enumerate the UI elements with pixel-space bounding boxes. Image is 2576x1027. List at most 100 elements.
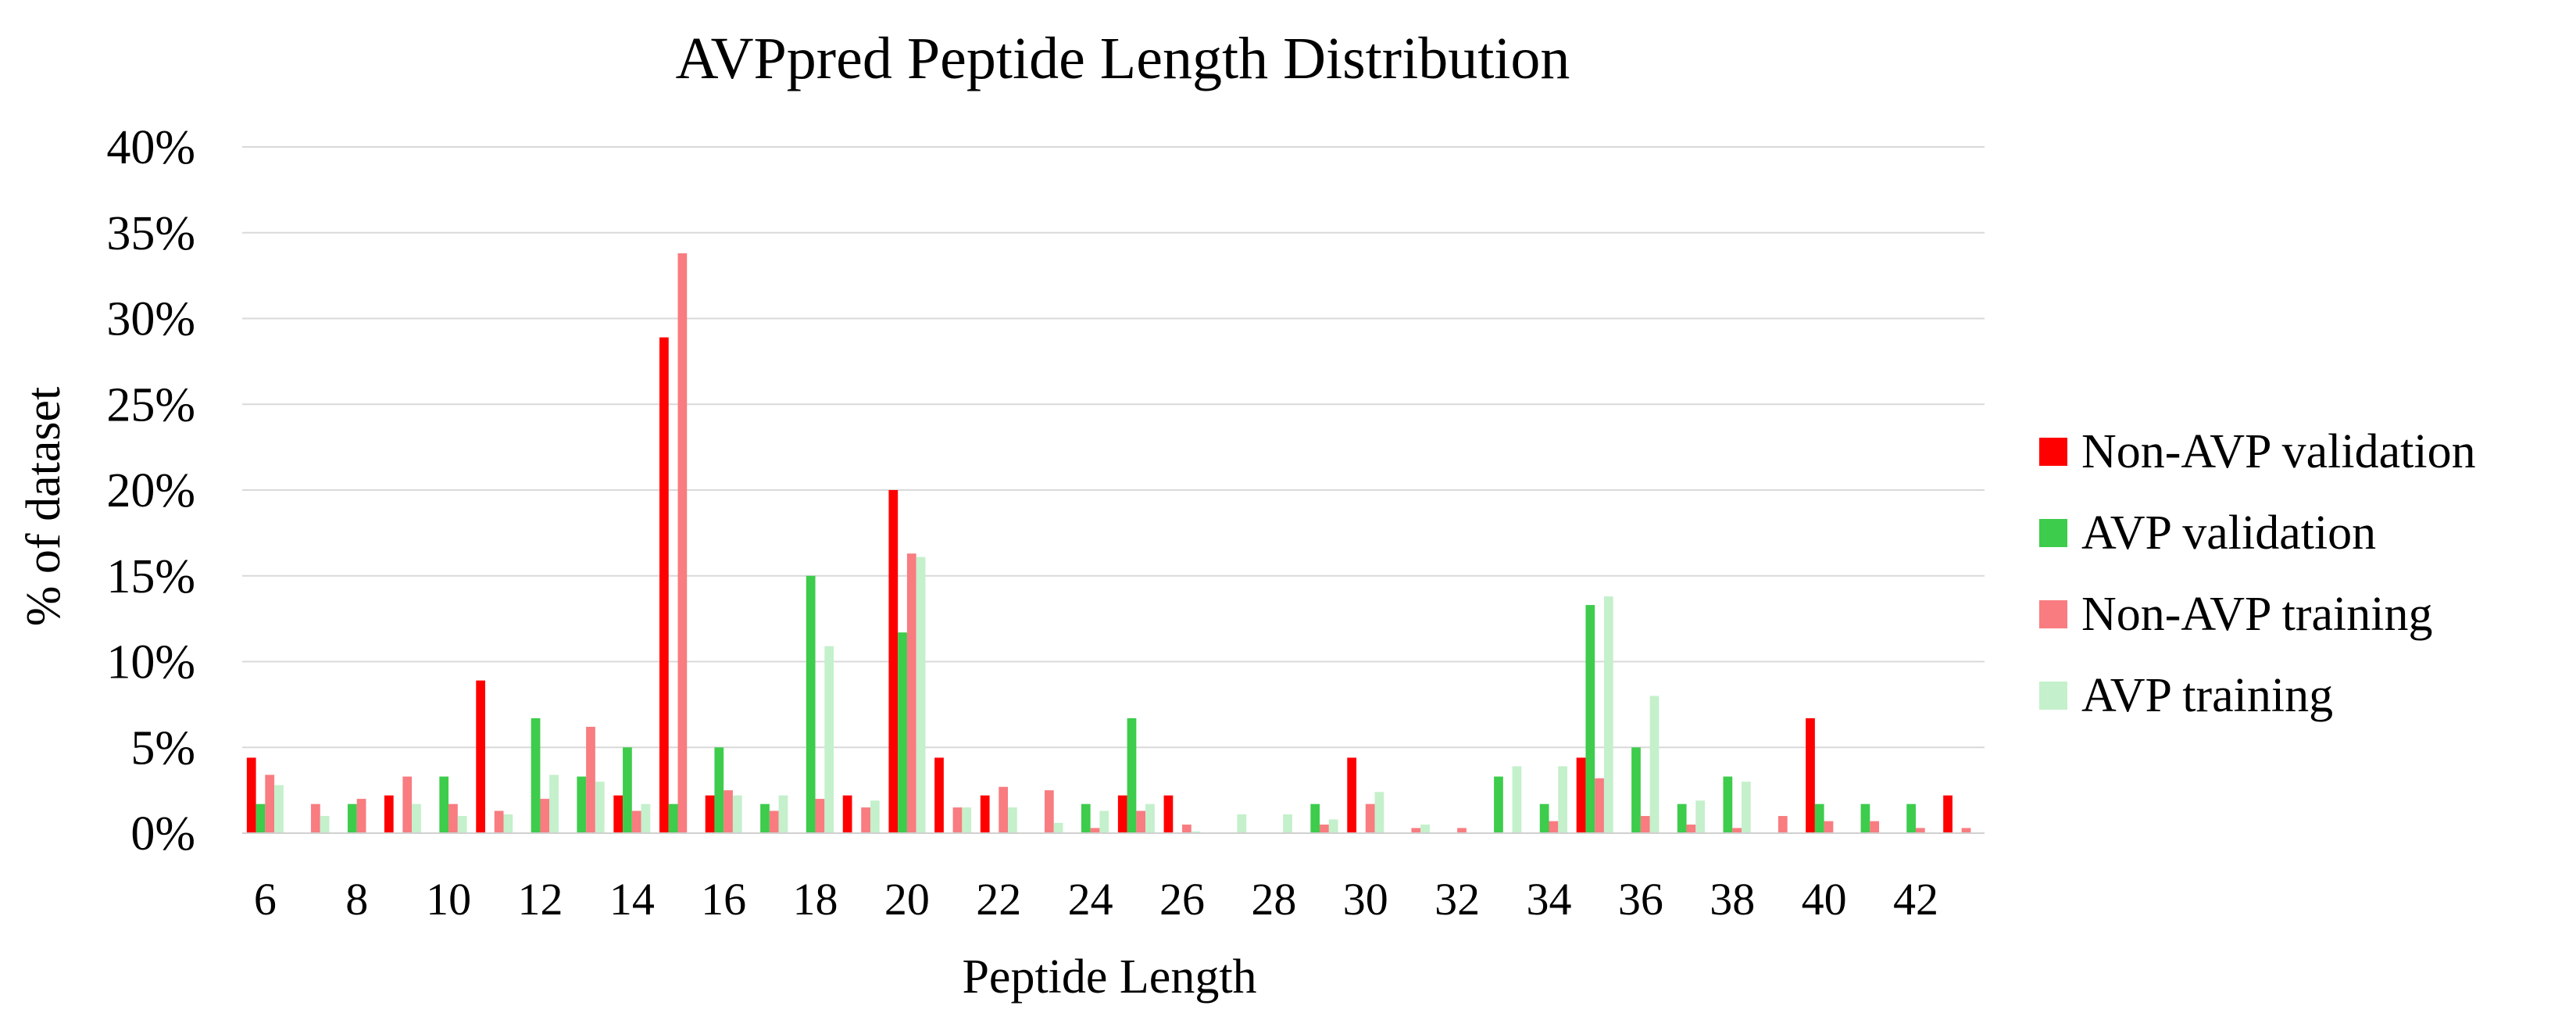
- bar-non-avp-training: [1686, 825, 1696, 833]
- chart-title: AVPpred Peptide Length Distribution: [676, 26, 1570, 91]
- bar-non-avp-training: [1090, 828, 1100, 833]
- bar-avp-validation: [714, 747, 724, 833]
- bar-avp-training: [1420, 825, 1430, 833]
- bar-avp-training: [320, 816, 330, 833]
- bar-avp-training: [503, 814, 513, 833]
- gridlines: [242, 146, 1985, 749]
- bar-avp-validation: [1310, 803, 1320, 833]
- bar-avp-training: [1237, 814, 1247, 833]
- bar-avp-training: [457, 816, 467, 833]
- bar-non-avp-training: [448, 803, 458, 833]
- bar-non-avp-training: [769, 811, 779, 833]
- bar-non-avp-training: [1182, 825, 1192, 833]
- bar-avp-validation: [1631, 747, 1641, 833]
- bar-non-avp-training: [311, 803, 320, 833]
- bar-avp-training: [641, 803, 651, 833]
- bar-avp-training: [1741, 782, 1751, 833]
- x-tick-label: 8: [345, 874, 368, 925]
- bar-non-avp-training: [1320, 825, 1329, 833]
- bar-avp-validation: [1585, 605, 1595, 833]
- bar-avp-training: [1512, 766, 1522, 833]
- legend-swatch: [2039, 682, 2067, 710]
- bar-non-avp-validation: [1163, 795, 1174, 833]
- bar-avp-validation: [1539, 803, 1549, 833]
- legend-label: Non-AVP validation: [2081, 425, 2476, 478]
- x-tick-label: 26: [1159, 874, 1205, 925]
- bar-avp-training: [916, 556, 926, 833]
- bar-non-avp-training: [999, 786, 1009, 833]
- bar-avp-validation: [531, 717, 541, 833]
- bar-non-avp-validation: [842, 795, 852, 833]
- bar-non-avp-validation: [246, 757, 256, 833]
- bar-avp-training: [1008, 807, 1017, 833]
- bar-avp-validation: [347, 803, 357, 833]
- bar-non-avp-training: [1870, 821, 1880, 833]
- bar-avp-validation: [806, 575, 816, 833]
- bar-non-avp-training: [723, 790, 733, 833]
- bar-non-avp-training: [1365, 803, 1375, 833]
- bar-non-avp-training: [586, 726, 595, 833]
- bar-non-avp-training: [1136, 811, 1146, 833]
- bar-non-avp-validation: [934, 757, 944, 833]
- x-tick-label: 12: [517, 874, 563, 925]
- bar-non-avp-validation: [1943, 795, 1953, 833]
- bar-non-avp-training: [1777, 816, 1788, 833]
- bar-non-avp-validation: [476, 680, 486, 833]
- bar-non-avp-training: [906, 553, 916, 833]
- x-tick-label: 30: [1343, 874, 1388, 925]
- bar-non-avp-validation: [613, 795, 623, 833]
- bar-non-avp-validation: [705, 795, 715, 833]
- bar-avp-validation: [1127, 717, 1137, 833]
- bar-non-avp-training: [494, 811, 504, 833]
- x-tick-label: 24: [1068, 874, 1113, 925]
- legend-label: AVP validation: [2081, 506, 2376, 560]
- bar-avp-training: [1191, 831, 1201, 833]
- bar-avp-training: [1603, 596, 1613, 833]
- bar-non-avp-training: [1732, 828, 1742, 833]
- x-axis-label: Peptide Length: [962, 950, 1256, 1004]
- bar-avp-validation: [1677, 803, 1687, 833]
- bar-avp-validation: [255, 803, 266, 833]
- bar-avp-training: [1283, 814, 1292, 833]
- bar-avp-training: [870, 800, 880, 833]
- x-tick-label: 14: [609, 874, 655, 925]
- bars: [246, 253, 1971, 834]
- bar-non-avp-validation: [1806, 717, 1815, 833]
- bar-avp-training: [732, 795, 742, 833]
- legend-swatch: [2039, 438, 2067, 466]
- bar-non-avp-training: [402, 776, 413, 833]
- x-tick-label: 22: [976, 874, 1021, 925]
- legend-swatch: [2039, 600, 2067, 628]
- bar-avp-validation: [1081, 803, 1091, 833]
- y-tick-label: 5%: [130, 721, 195, 775]
- x-tick-label: 40: [1802, 874, 1847, 925]
- y-tick-label: 0%: [130, 807, 195, 861]
- x-tick-label: 20: [884, 874, 930, 925]
- bar-avp-training: [962, 807, 972, 833]
- bar-non-avp-validation: [1576, 757, 1586, 833]
- x-tick-label: 38: [1710, 874, 1755, 925]
- bar-non-avp-training: [1824, 821, 1834, 833]
- bar-non-avp-training: [1961, 828, 1971, 833]
- x-tick-label: 28: [1251, 874, 1296, 925]
- bar-avp-training: [549, 775, 559, 833]
- bar-non-avp-training: [356, 799, 366, 833]
- legend-label: AVP training: [2081, 669, 2333, 722]
- bar-avp-validation: [760, 803, 770, 833]
- bar-avp-validation: [898, 632, 907, 833]
- bar-non-avp-training: [1549, 821, 1559, 833]
- bar-avp-training: [595, 782, 605, 833]
- bar-avp-training: [274, 785, 284, 833]
- bar-avp-training: [1099, 811, 1109, 833]
- bar-non-avp-training: [1595, 778, 1604, 833]
- bar-non-avp-training: [861, 807, 870, 833]
- x-tick-label: 32: [1434, 874, 1480, 925]
- x-tick-label: 34: [1527, 874, 1572, 925]
- bar-avp-validation: [577, 776, 587, 833]
- y-tick-label: 15%: [106, 550, 195, 603]
- legend-swatch: [2039, 519, 2067, 547]
- x-tick-label: 6: [254, 874, 277, 925]
- bar-non-avp-training: [815, 799, 825, 833]
- bar-non-avp-training: [265, 775, 275, 833]
- bar-non-avp-training: [1640, 816, 1650, 833]
